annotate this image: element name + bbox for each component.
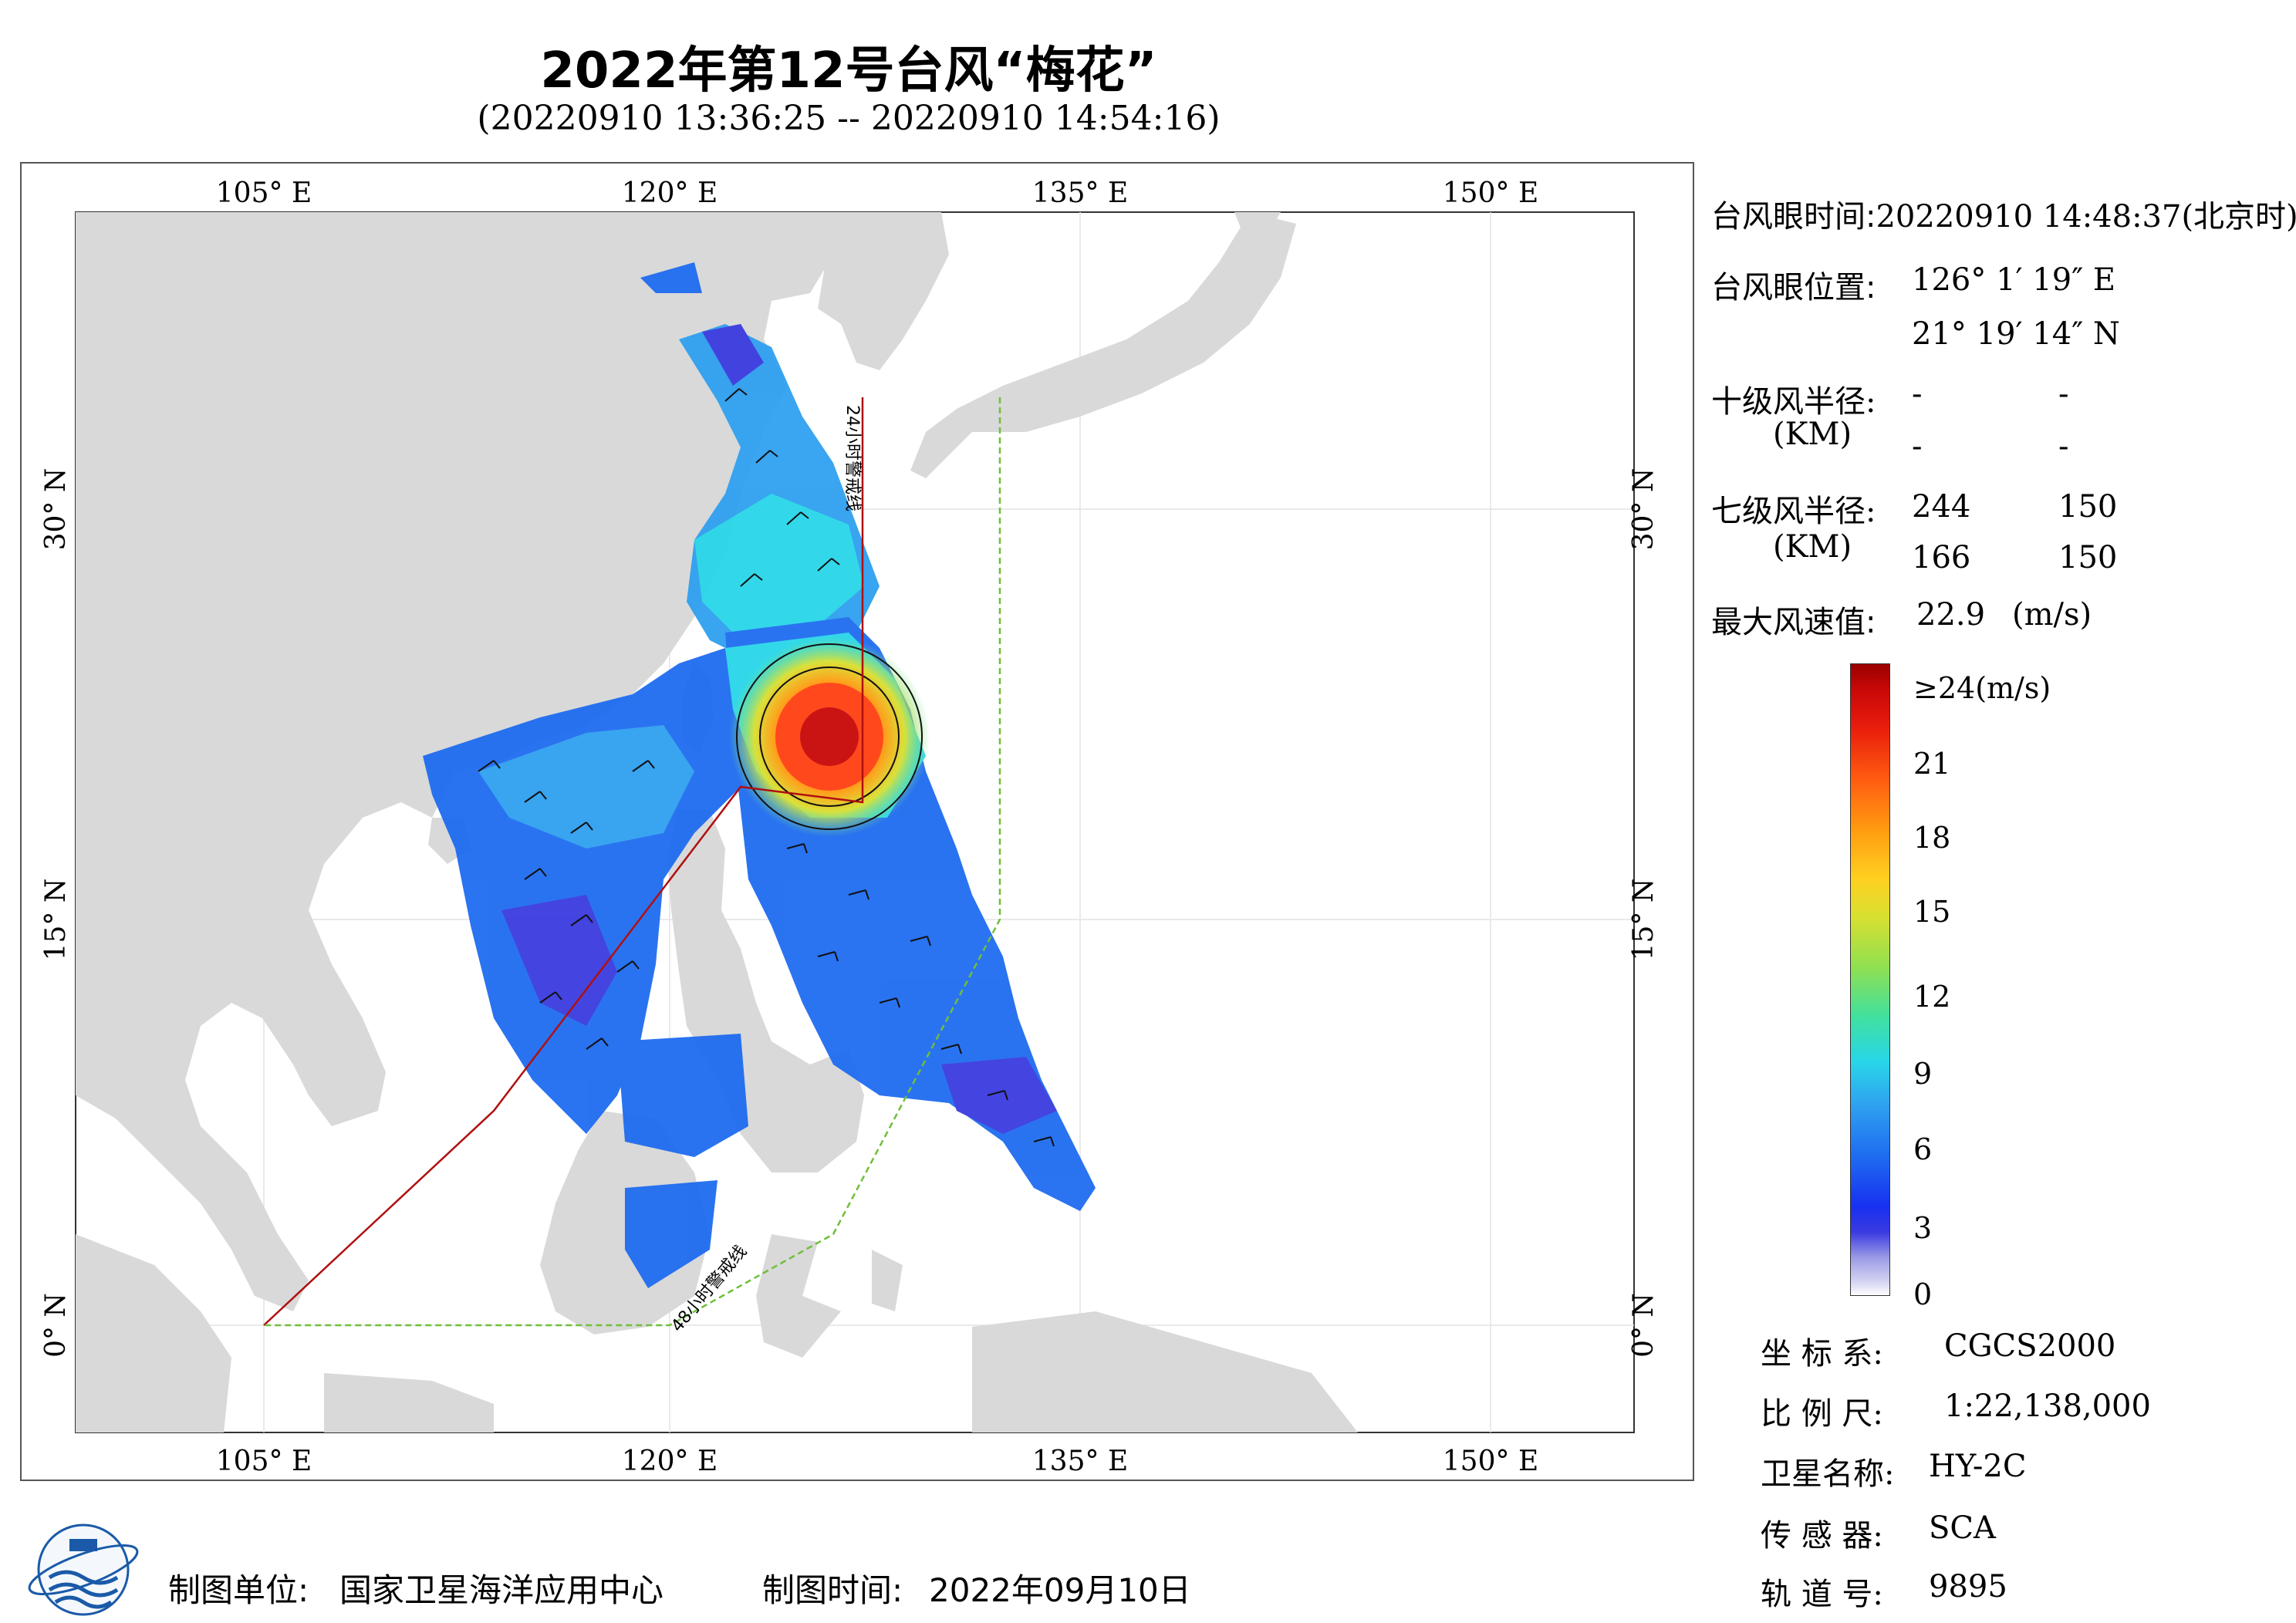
lat-label: 15° N — [40, 879, 72, 961]
r10-label: 十级风半径: — [1711, 384, 1876, 420]
colorbar-tick: 21 — [1913, 747, 1951, 781]
r7-label: 七级风半径: — [1711, 494, 1876, 529]
producer-value: 国家卫星海洋应用中心 — [339, 1571, 664, 1609]
sulawesi — [756, 1234, 841, 1358]
eye-time-label: 台风眼时间: — [1711, 199, 1876, 235]
warning-label-24h: 24小时警戒线 — [842, 405, 862, 511]
nsoas-logo — [28, 1523, 139, 1616]
lat-label: 0° N — [40, 1293, 72, 1358]
new-guinea — [972, 1311, 1358, 1432]
scale-label: 比 例 尺: — [1761, 1396, 1883, 1432]
lon-label: 120° E — [622, 1446, 718, 1477]
r7-value: 244 — [1912, 489, 1971, 525]
max-wind-label: 最大风速值: — [1711, 605, 1876, 640]
philippines — [667, 810, 864, 1173]
colorbar-tick: 15 — [1913, 895, 1951, 929]
wind-barbs — [478, 388, 1055, 1147]
sumatra — [76, 1234, 231, 1432]
orbit-value: 9895 — [1929, 1569, 2007, 1604]
lon-labels-top: 105° E 120° E 135° E 150° E — [216, 177, 1538, 209]
map-frame — [20, 162, 1694, 1481]
r7-unit: (KM) — [1773, 529, 1852, 565]
lon-label: 150° E — [1443, 1446, 1538, 1477]
production-time-value: 2022年09月10日 — [929, 1571, 1191, 1609]
producer-label: 制图单位: — [168, 1571, 309, 1609]
wind-speed-colorbar — [1850, 663, 1890, 1296]
lat-label: 30° N — [40, 468, 72, 551]
lat-label: 30° N — [1628, 468, 1660, 551]
colorbar-tick: 6 — [1913, 1132, 1933, 1166]
wind-swaths — [423, 262, 1096, 1288]
max-wind-unit: (m/s) — [2012, 597, 2092, 633]
satellite-label: 卫星名称: — [1761, 1456, 1895, 1492]
lat-label: 15° N — [1628, 879, 1660, 961]
eye-position-label: 台风眼位置: — [1711, 270, 1876, 305]
hokkaido — [1234, 212, 1281, 239]
r10-value: - — [1912, 429, 1923, 464]
lon-label: 105° E — [216, 177, 312, 209]
max-wind-value: 22.9 — [1916, 597, 1986, 633]
lon-label: 150° E — [1443, 177, 1538, 209]
r10-value: - — [1912, 376, 1923, 412]
r7-value: 150 — [2058, 540, 2118, 575]
lon-label: 135° E — [1032, 177, 1128, 209]
r10-unit: (KM) — [1773, 417, 1852, 452]
r10-value: - — [2058, 376, 2069, 412]
colorbar-tick: 18 — [1913, 821, 1951, 855]
max-wind-row: 最大风速值: — [1711, 597, 1876, 642]
colorbar-tick: 9 — [1913, 1057, 1933, 1091]
orbit-label: 轨 道 号: — [1761, 1577, 1883, 1612]
production-time-label: 制图时间: — [762, 1571, 903, 1609]
eye-position-row: 台风眼位置: — [1711, 262, 1876, 307]
eye-longitude: 126° 1′ 19″ E — [1912, 262, 2116, 298]
lat-labels-left: 30° N 15° N 0° N — [40, 468, 72, 1358]
eye-latitude: 21° 19′ 14″ N — [1912, 316, 2120, 352]
colorbar-tick: 3 — [1913, 1211, 1933, 1245]
crs-label: 坐 标 系: — [1761, 1336, 1883, 1372]
korea-peninsula — [818, 212, 949, 370]
java-sea-islands — [324, 1373, 494, 1432]
sensor-value: SCA — [1929, 1510, 1996, 1546]
observation-time-range: (20220910 13:36:25 -- 20220910 14:54:16) — [477, 99, 1221, 138]
eye-time-row: 台风眼时间:20220910 14:48:37(北京时) — [1711, 191, 2296, 236]
warning-line-48h — [264, 397, 1001, 1327]
lon-label: 105° E — [216, 1446, 312, 1477]
japan — [910, 212, 1296, 478]
colorbar-top-label: ≥24(m/s) — [1913, 671, 2051, 705]
lon-label: 135° E — [1032, 1446, 1128, 1477]
lon-label: 120° E — [622, 177, 718, 209]
lat-labels-right: 30° N 15° N 0° N — [1628, 468, 1660, 1358]
scale-value: 1:22,138,000 — [1944, 1388, 2151, 1424]
eye-time-value: 20220910 14:48:37(北京时) — [1876, 199, 2296, 235]
halmahera — [872, 1250, 903, 1311]
colorbar-tick: 12 — [1913, 980, 1951, 1014]
satellite-value: HY-2C — [1929, 1449, 2027, 1484]
warning-line-24h — [263, 397, 864, 1326]
r7-value: 166 — [1912, 540, 1971, 575]
lon-labels-bottom: 105° E 120° E 135° E 150° E — [216, 1446, 1538, 1477]
crs-value: CGCS2000 — [1944, 1328, 2116, 1364]
colorbar-tick: 0 — [1913, 1277, 1933, 1311]
r10-value: - — [2058, 429, 2069, 464]
lat-label: 0° N — [1628, 1293, 1660, 1358]
r7-value: 150 — [2058, 489, 2118, 525]
sensor-label: 传 感 器: — [1761, 1518, 1883, 1554]
page-title: 2022年第12号台风“梅花” — [540, 42, 1157, 100]
